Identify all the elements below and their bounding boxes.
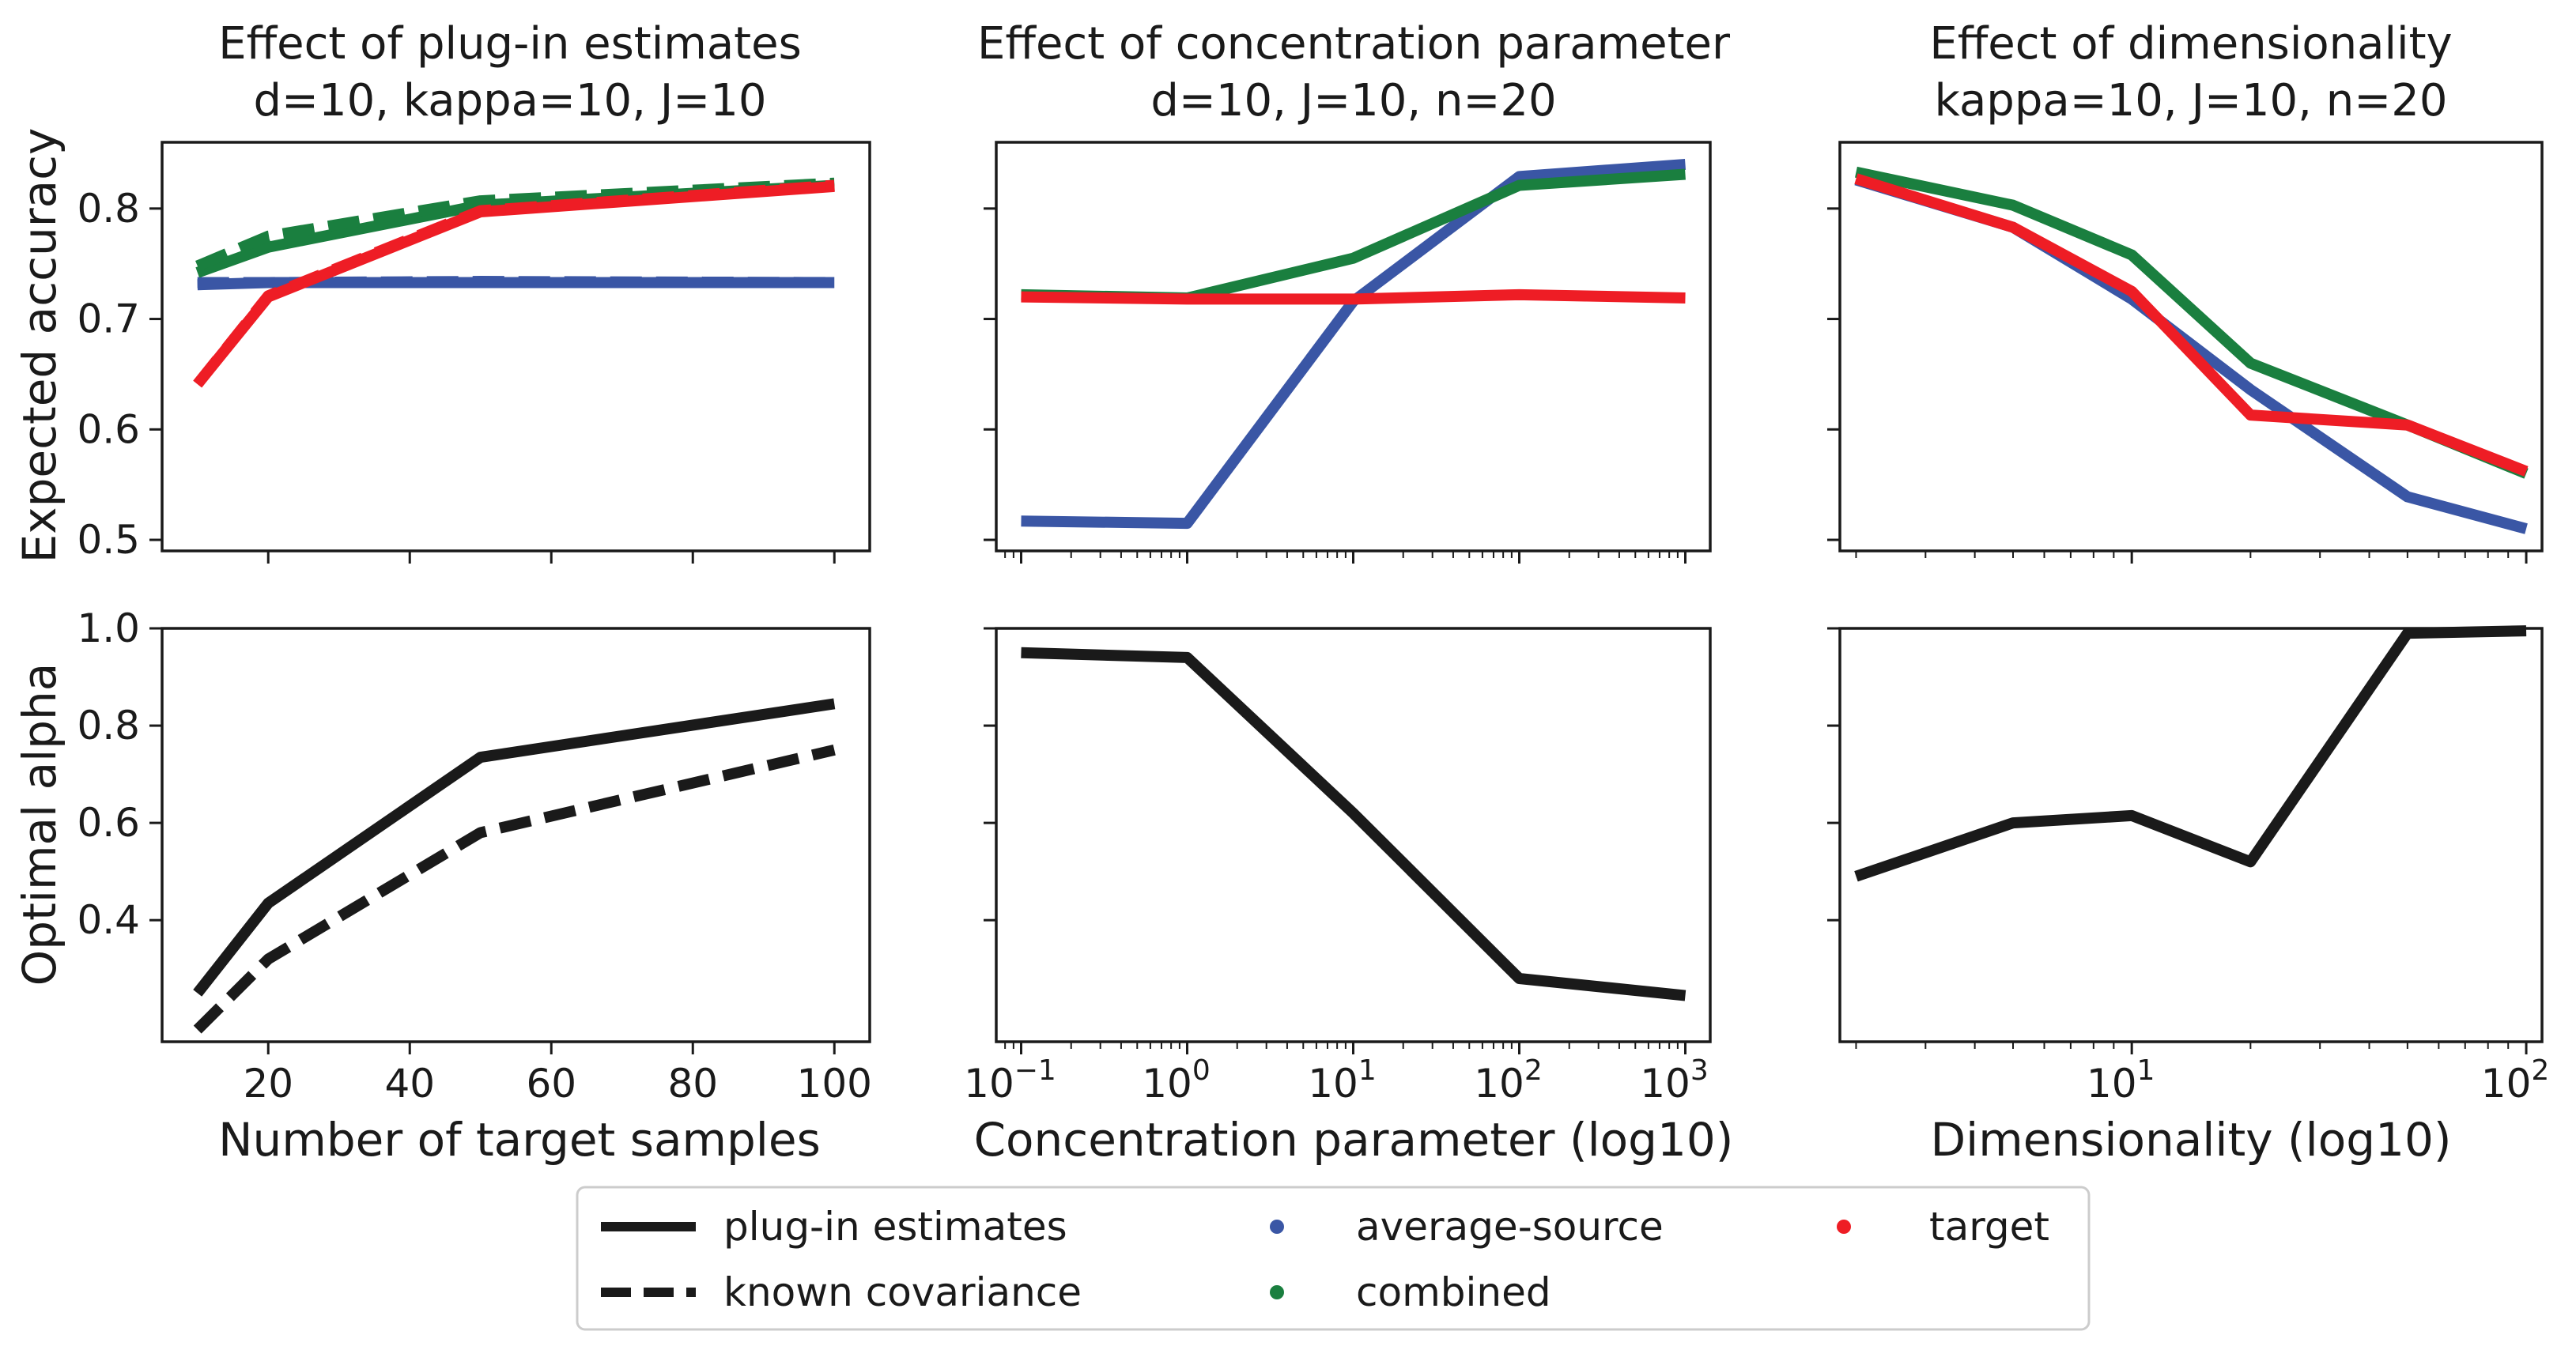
- y-tick-label: 0.6: [77, 800, 140, 846]
- panel3-title: Effect of dimensionality: [1929, 18, 2452, 70]
- panel2-subtitle: d=10, J=10, n=20: [1150, 75, 1556, 126]
- panel2-title: Effect of concentration parameter: [977, 18, 1731, 70]
- y-tick-label: 0.8: [77, 186, 140, 232]
- x-tick-label: 103: [1640, 1054, 1709, 1107]
- series-line-known-covariance-dashed: [193, 745, 836, 1034]
- x-tick-label: 101: [2087, 1054, 2155, 1107]
- accuracy-vs-samples-panel: 0.5 0.6 0.7 0.8: [77, 141, 871, 564]
- panel1-xlabel: Number of target samples: [218, 1113, 821, 1167]
- legend-target-label: target: [1929, 1204, 2049, 1250]
- x-tick-label: 40: [384, 1061, 435, 1107]
- y-tick-label: 0.7: [77, 296, 140, 342]
- x-tick-label: 10−1: [964, 1054, 1056, 1107]
- axes-frame: [995, 627, 1712, 1043]
- panel3-subtitle: kappa=10, J=10, n=20: [1935, 75, 2448, 126]
- series-line-target-dashed: [193, 179, 835, 388]
- series-line-target: [1021, 288, 1686, 305]
- y-tick-label: 0.5: [77, 517, 140, 563]
- legend-combined-label: combined: [1356, 1269, 1551, 1315]
- legend: plug-in estimates known covariance avera…: [576, 1186, 2091, 1331]
- axes-frame: [1838, 627, 2544, 1043]
- legend-average-source-label: average-source: [1356, 1204, 1664, 1250]
- x-tick-label: 101: [1308, 1054, 1377, 1107]
- series-line-plug-in-estimates: [193, 698, 836, 997]
- y-tick-label: 0.6: [77, 406, 140, 452]
- panel1-title: Effect of plug-in estimates: [218, 18, 802, 70]
- axes-frame: [161, 141, 871, 552]
- legend-combined-dot: [1270, 1285, 1284, 1299]
- ylabel-top: Expected accuracy: [13, 128, 66, 564]
- legend-known-label: known covariance: [723, 1269, 1082, 1315]
- x-tick-label: 102: [2481, 1054, 2550, 1107]
- x-tick-label: 100: [1142, 1054, 1211, 1107]
- accuracy-vs-dimensionality-panel: [1827, 141, 2544, 564]
- series-line-plug-in-estimates: [1854, 625, 2527, 882]
- panel1-subtitle: d=10, kappa=10, J=10: [254, 75, 767, 126]
- x-tick-label: 102: [1474, 1054, 1543, 1107]
- y-tick-label: 0.8: [77, 703, 140, 749]
- series-line-average-source: [1021, 158, 1686, 530]
- alpha-vs-concentration-panel: 10−1 100 101 102 103: [964, 627, 1712, 1107]
- x-tick-label: 20: [243, 1061, 293, 1107]
- series-line-target: [1854, 173, 2529, 477]
- panel2-xlabel: Concentration parameter (log10): [974, 1113, 1734, 1167]
- x-tick-label: 100: [797, 1061, 872, 1107]
- x-tick-label: 60: [526, 1061, 576, 1107]
- series-line-plug-in-estimates: [1021, 647, 1686, 1001]
- series-line-average-source-dashed: [197, 276, 835, 288]
- accuracy-vs-concentration-panel: [984, 141, 1712, 564]
- legend-box: [576, 1186, 2091, 1331]
- alpha-vs-samples-panel: 0.4 0.6 0.8 1.0 20 40 60 80 100: [77, 605, 872, 1107]
- legend-average-source-dot: [1270, 1220, 1284, 1234]
- alpha-vs-dimensionality-panel: 101 102: [1827, 625, 2550, 1107]
- axes-frame: [161, 627, 871, 1043]
- y-tick-label: 0.4: [77, 897, 140, 943]
- ylabel-bottom: Optimal alpha: [13, 663, 66, 986]
- axes-frame: [1838, 141, 2544, 552]
- x-tick-label: 80: [667, 1061, 718, 1107]
- series-line-combined: [1021, 168, 1686, 304]
- y-tick-label: 1.0: [77, 605, 140, 651]
- axes-frame: [995, 141, 1712, 552]
- legend-plugin-label: plug-in estimates: [723, 1204, 1067, 1250]
- panel3-xlabel: Dimensionality (log10): [1930, 1113, 2451, 1167]
- legend-target-dot: [1837, 1220, 1851, 1234]
- series-line-combined-dashed: [195, 177, 835, 271]
